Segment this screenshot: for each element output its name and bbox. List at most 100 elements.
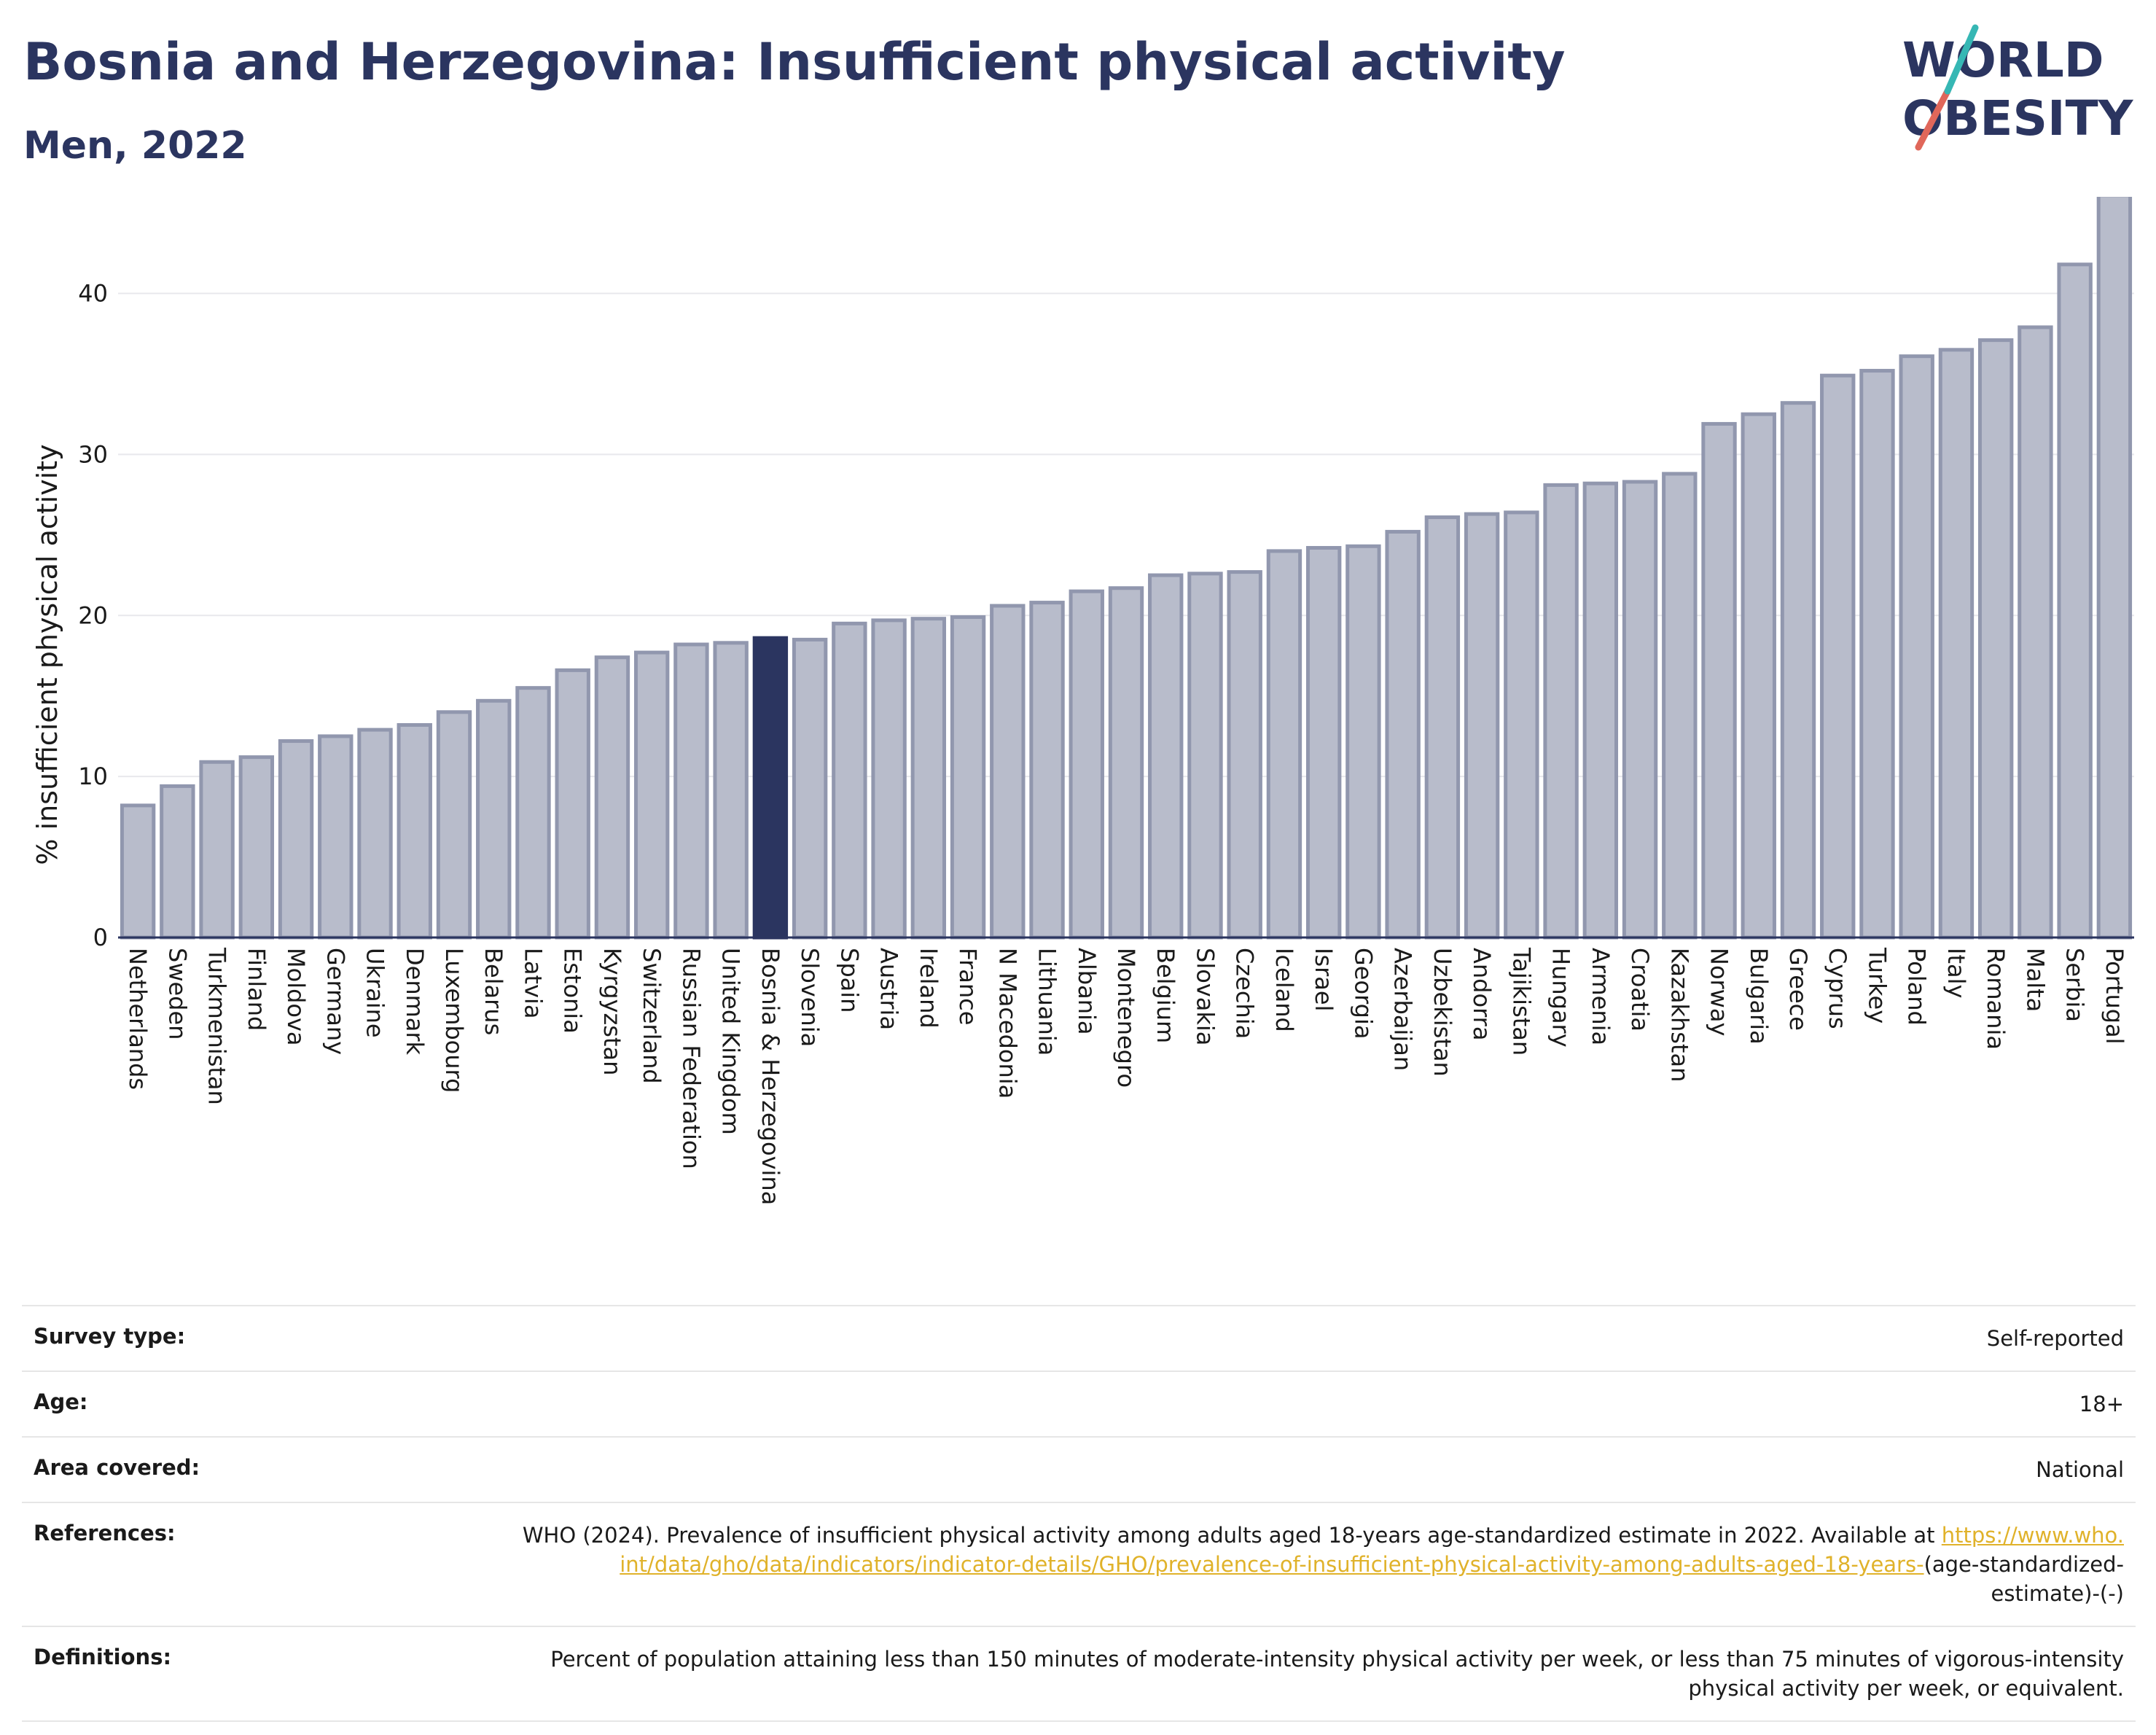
x-tick-label: Austria [875, 948, 903, 1030]
x-tick-label: Lithuania [1034, 948, 1061, 1056]
x-tick-label: Bulgaria [1745, 948, 1773, 1045]
bar-serbia [2057, 262, 2093, 940]
logo-slash-teal [1944, 24, 1979, 95]
bar-belarus [476, 698, 512, 940]
bar-slovenia [792, 637, 828, 940]
bar-israel [1305, 545, 1342, 940]
x-tick-label: Luxembourg [440, 948, 468, 1093]
x-tick-label: Slovakia [1191, 948, 1219, 1045]
references-value: WHO (2024). Prevalence of insufficient p… [520, 1521, 2124, 1608]
bar-kazakhstan [1662, 472, 1698, 940]
meta-row-definitions: Definitions: Percent of population attai… [22, 1626, 2136, 1722]
bar-ukraine [357, 728, 393, 940]
x-tick-label: Greece [1784, 948, 1812, 1031]
chart-svg: 0 10 20 30 40 Netherlands Sweden Turkmenistan Fi… [31, 197, 2134, 1205]
bar-azerbaijan [1385, 529, 1421, 940]
bar-poland [1899, 354, 1934, 940]
x-tick-label: Belgium [1152, 948, 1179, 1043]
bar-germany [318, 734, 354, 940]
y-tick-label: 20 [78, 601, 108, 629]
logo-line2: OBESITY [1902, 90, 2134, 147]
page-subtitle: Men, 2022 [23, 124, 247, 168]
bar-montenegro [1108, 586, 1144, 940]
references-suffix: (age-standardized-estimate)-(-) [1923, 1552, 2124, 1606]
metadata-table: Survey type: Self-reported Age: 18+ Area… [22, 1305, 2136, 1722]
x-tick-label: N Macedonia [993, 948, 1021, 1099]
meta-value: 18+ [2079, 1392, 2124, 1416]
bar-norway [1701, 421, 1737, 940]
x-tick-label: Germany [321, 948, 349, 1055]
references-link[interactable]: https://www.who.int/data/gho/data/indica… [620, 1523, 2124, 1577]
y-tick-label: 0 [93, 924, 108, 951]
definitions-value: Percent of population attaining less tha… [550, 1647, 2124, 1701]
meta-row-references: References: WHO (2024). Prevalence of in… [22, 1502, 2136, 1626]
x-tick-label: Hungary [1547, 948, 1575, 1048]
x-tick-label: Albania [1073, 948, 1101, 1034]
x-tick-label: Italy [1942, 948, 1970, 998]
bar-russian-federation [673, 642, 709, 940]
bar-turkmenistan [199, 760, 235, 940]
bar-greece [1780, 401, 1816, 940]
x-tick-label: Montenegro [1112, 948, 1140, 1088]
y-axis-title: % insufficient physical activity [31, 444, 63, 865]
x-tick-label: Russian Federation [677, 948, 705, 1169]
x-tick-label: Bosnia & Herzegovina [757, 948, 784, 1205]
logo-line1: WORLD [1902, 32, 2104, 88]
meta-label: Area covered: [34, 1455, 200, 1480]
bar-hungary [1543, 483, 1579, 940]
bar-moldova [278, 739, 314, 940]
meta-label: Survey type: [34, 1324, 186, 1349]
x-tick-label: Ireland [915, 948, 942, 1029]
bar-austria [871, 618, 907, 940]
bar-tajikistan [1504, 510, 1539, 940]
x-tick-label: Azerbaijan [1389, 948, 1417, 1071]
bar-iceland [1266, 549, 1302, 940]
x-tick-label: Estonia [559, 948, 587, 1034]
bar-kyrgyzstan [594, 655, 630, 940]
x-tick-label: Switzerland [638, 948, 665, 1084]
bar-lithuania [1029, 601, 1065, 940]
bar-cyprus [1820, 373, 1856, 940]
x-tick-label: Georgia [1349, 948, 1377, 1039]
bar-denmark [397, 722, 432, 940]
page-title: Bosnia and Herzegovina: Insufficient phy… [23, 32, 1566, 92]
x-tick-label: Netherlands [124, 948, 152, 1090]
bar-uzbekistan [1424, 515, 1461, 940]
world-obesity-logo: WORLD OBESITY [1895, 22, 2143, 153]
x-tick-label: Ukraine [362, 948, 389, 1038]
meta-row-survey-type: Survey type: Self-reported [22, 1305, 2136, 1371]
x-tick-label: Moldova [282, 948, 310, 1046]
bar-czechia [1227, 570, 1262, 940]
bar-chart: 0 10 20 30 40 Netherlands Sweden Turkmenistan Fi… [0, 197, 2156, 1290]
bar-slovakia [1187, 572, 1223, 940]
x-tick-label: United Kingdom [717, 948, 745, 1135]
meta-label: Definitions: [34, 1645, 172, 1669]
bar-ireland [910, 617, 947, 940]
bar-armenia [1582, 481, 1619, 940]
x-tick-label: Israel [1310, 948, 1337, 1011]
x-tick-label: Croatia [1626, 948, 1654, 1032]
references-text: WHO (2024). Prevalence of insufficient p… [522, 1523, 1935, 1548]
x-tick-label: Sweden [163, 948, 191, 1040]
x-tick-label: Finland [243, 948, 270, 1031]
x-tick-label: Spain [835, 948, 863, 1013]
y-tick-label: 40 [78, 280, 108, 308]
x-tick-label: Czechia [1231, 948, 1259, 1039]
y-tick-label: 30 [78, 440, 108, 468]
bar-italy [1938, 348, 1975, 940]
bar-bulgaria [1741, 412, 1776, 940]
x-tick-label: Iceland [1270, 948, 1298, 1032]
bar-finland [238, 755, 275, 940]
bar-luxembourg [436, 710, 472, 940]
x-tick-label: Cyprus [1824, 948, 1851, 1029]
x-tick-label: Armenia [1587, 948, 1614, 1045]
bar-portugal [2096, 197, 2133, 940]
bar-france [950, 615, 986, 940]
x-tick-label: Kyrgyzstan [598, 948, 626, 1075]
meta-label: References: [34, 1521, 176, 1545]
bar-albania [1069, 589, 1104, 940]
x-tick-label: Slovenia [796, 948, 824, 1047]
bar-switzerland [633, 650, 670, 940]
x-tick-label: France [954, 948, 982, 1025]
bar-netherlands [120, 803, 156, 940]
